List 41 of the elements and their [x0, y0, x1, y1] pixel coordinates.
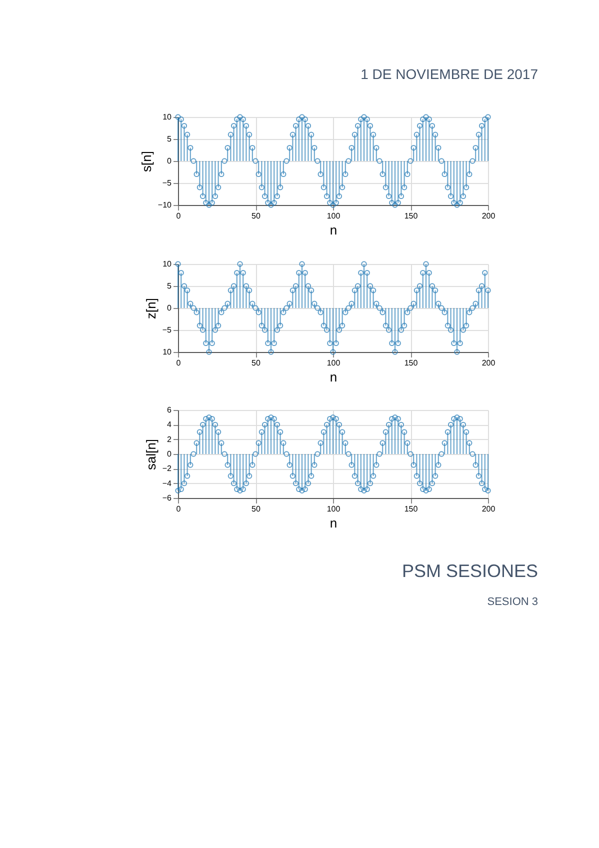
x-tick-label: 0 — [176, 504, 182, 514]
y-tick-label: −4 — [162, 478, 172, 488]
x-tick-label: 0 — [176, 358, 182, 368]
y-tick-label: 0 — [167, 156, 172, 166]
text: SESION 3 — [487, 596, 538, 608]
y-tick-label: 0 — [167, 304, 172, 312]
y-tick-label: −6 — [162, 494, 172, 502]
y-tick-label: 0 — [167, 450, 172, 458]
x-tick-label: 50 — [252, 504, 261, 514]
y-tick-label: 4 — [167, 420, 172, 430]
x-tick-label: 150 — [404, 358, 418, 368]
x-tick-label: 0 — [176, 212, 182, 220]
x-axis-title: n — [330, 516, 338, 530]
text: 1 DE NOVIEMBRE DE 2017 — [360, 66, 538, 82]
y-tick-label: 10 — [162, 260, 172, 268]
y-tick-label: 6 — [167, 406, 172, 414]
x-axis-title: n — [330, 370, 338, 384]
x-tick-label: 150 — [404, 504, 418, 514]
y-axis-title: sal[n] — [143, 438, 158, 470]
y-tick-label: −2 — [162, 464, 172, 474]
x-tick-label: 150 — [404, 212, 418, 220]
x-tick-label: 50 — [252, 358, 261, 368]
text: PSM SESIONES — [402, 561, 538, 581]
y-tick-label: 10 — [162, 112, 172, 122]
x-axis-title: n — [330, 222, 338, 238]
y-tick-label: −5 — [162, 178, 172, 188]
x-tick-label: 200 — [482, 212, 496, 220]
y-axis-title: s[n] — [138, 151, 154, 172]
y-tick-label: 2 — [167, 434, 172, 444]
x-tick-label: 100 — [326, 358, 341, 368]
x-tick-label: 200 — [482, 358, 496, 368]
y-tick-label: 10 — [162, 348, 172, 356]
x-tick-label: 50 — [252, 212, 261, 220]
y-tick-label: −10 — [158, 200, 172, 210]
y-tick-label: −5 — [162, 326, 172, 334]
x-tick-label: 200 — [482, 504, 496, 514]
y-axis-title: z[n] — [143, 298, 158, 319]
x-tick-label: 100 — [326, 212, 341, 220]
x-tick-label: 100 — [326, 504, 341, 514]
y-tick-label: 5 — [167, 134, 172, 144]
y-tick-label: 5 — [167, 282, 172, 290]
